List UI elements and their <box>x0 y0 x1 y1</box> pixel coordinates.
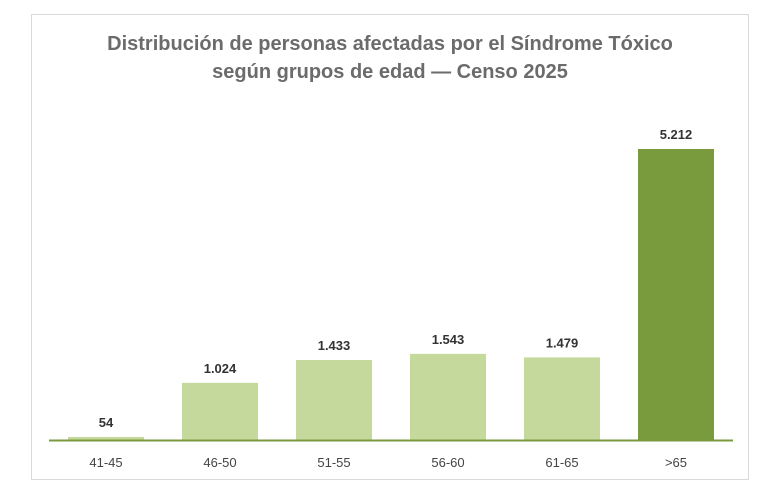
data-label-46-50: 1.024 <box>204 361 237 376</box>
chart-title-line-2: según grupos de edad — Censo 2025 <box>212 61 568 83</box>
x-tick-label-51-55: 51-55 <box>317 455 350 470</box>
data-label->65: 5.212 <box>660 127 693 142</box>
x-tick-label-56-60: 56-60 <box>431 455 464 470</box>
data-label-56-60: 1.543 <box>432 332 465 347</box>
x-tick-label->65: >65 <box>665 455 687 470</box>
bar->65 <box>638 149 714 440</box>
chart-title-line-1: Distribución de personas afectadas por e… <box>107 33 673 55</box>
chart-title: Distribución de personas afectadas por e… <box>31 30 749 86</box>
data-label-41-45: 54 <box>99 415 114 430</box>
x-tick-label-46-50: 46-50 <box>203 455 236 470</box>
x-tick-label-41-45: 41-45 <box>89 455 122 470</box>
bar-56-60 <box>410 353 486 440</box>
data-label-61-65: 1.479 <box>546 335 579 350</box>
bar-41-45 <box>68 436 144 440</box>
x-tick-label-61-65: 61-65 <box>545 455 578 470</box>
data-label-51-55: 1.433 <box>318 338 351 353</box>
bar-61-65 <box>524 357 600 440</box>
bar-46-50 <box>182 382 258 440</box>
bar-51-55 <box>296 359 372 440</box>
chart-frame <box>31 14 749 480</box>
